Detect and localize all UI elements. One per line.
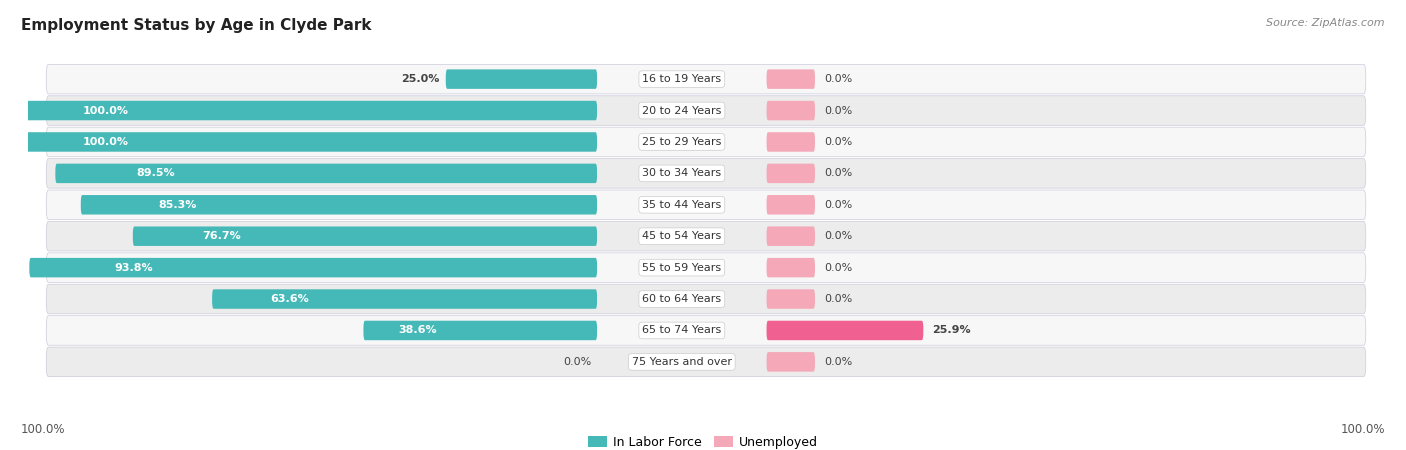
FancyBboxPatch shape — [0, 132, 598, 152]
Text: 65 to 74 Years: 65 to 74 Years — [643, 325, 721, 335]
Text: 16 to 19 Years: 16 to 19 Years — [643, 74, 721, 84]
FancyBboxPatch shape — [132, 226, 598, 246]
Text: 25 to 29 Years: 25 to 29 Years — [643, 137, 721, 147]
Text: 35 to 44 Years: 35 to 44 Years — [643, 200, 721, 210]
FancyBboxPatch shape — [46, 190, 1365, 220]
Text: 0.0%: 0.0% — [824, 357, 852, 367]
Text: 100.0%: 100.0% — [1340, 423, 1385, 436]
Text: 89.5%: 89.5% — [136, 168, 176, 178]
Text: 0.0%: 0.0% — [824, 106, 852, 116]
Text: 0.0%: 0.0% — [824, 168, 852, 178]
Text: 38.6%: 38.6% — [398, 325, 437, 335]
Text: 30 to 34 Years: 30 to 34 Years — [643, 168, 721, 178]
Text: 63.6%: 63.6% — [270, 294, 308, 304]
FancyBboxPatch shape — [46, 253, 1365, 283]
Text: 0.0%: 0.0% — [824, 294, 852, 304]
FancyBboxPatch shape — [446, 69, 598, 89]
Text: 25.0%: 25.0% — [401, 74, 440, 84]
FancyBboxPatch shape — [30, 258, 598, 277]
FancyBboxPatch shape — [766, 164, 815, 183]
FancyBboxPatch shape — [766, 226, 815, 246]
FancyBboxPatch shape — [46, 96, 1365, 125]
Text: 55 to 59 Years: 55 to 59 Years — [643, 263, 721, 273]
FancyBboxPatch shape — [46, 64, 1365, 94]
Text: 0.0%: 0.0% — [824, 231, 852, 241]
Text: 60 to 64 Years: 60 to 64 Years — [643, 294, 721, 304]
FancyBboxPatch shape — [46, 284, 1365, 314]
FancyBboxPatch shape — [0, 101, 598, 120]
Text: Source: ZipAtlas.com: Source: ZipAtlas.com — [1267, 18, 1385, 28]
FancyBboxPatch shape — [766, 132, 815, 152]
FancyBboxPatch shape — [766, 321, 924, 340]
FancyBboxPatch shape — [363, 321, 598, 340]
FancyBboxPatch shape — [766, 101, 815, 120]
FancyBboxPatch shape — [46, 158, 1365, 188]
Text: 0.0%: 0.0% — [824, 74, 852, 84]
FancyBboxPatch shape — [46, 347, 1365, 377]
FancyBboxPatch shape — [766, 352, 815, 372]
Text: 0.0%: 0.0% — [562, 357, 591, 367]
FancyBboxPatch shape — [766, 69, 815, 89]
Text: 85.3%: 85.3% — [159, 200, 197, 210]
FancyBboxPatch shape — [766, 258, 815, 277]
Text: 0.0%: 0.0% — [824, 200, 852, 210]
FancyBboxPatch shape — [46, 127, 1365, 157]
Legend: In Labor Force, Unemployed: In Labor Force, Unemployed — [583, 431, 823, 450]
FancyBboxPatch shape — [80, 195, 598, 215]
Text: 20 to 24 Years: 20 to 24 Years — [643, 106, 721, 116]
FancyBboxPatch shape — [766, 289, 815, 309]
FancyBboxPatch shape — [212, 289, 598, 309]
FancyBboxPatch shape — [766, 195, 815, 215]
Text: 0.0%: 0.0% — [824, 137, 852, 147]
Text: 100.0%: 100.0% — [83, 106, 128, 116]
Text: 75 Years and over: 75 Years and over — [631, 357, 731, 367]
Text: 76.7%: 76.7% — [202, 231, 242, 241]
FancyBboxPatch shape — [55, 164, 598, 183]
Text: 25.9%: 25.9% — [932, 325, 972, 335]
Text: 100.0%: 100.0% — [83, 137, 128, 147]
FancyBboxPatch shape — [46, 316, 1365, 345]
Text: Employment Status by Age in Clyde Park: Employment Status by Age in Clyde Park — [21, 18, 371, 33]
Text: 93.8%: 93.8% — [114, 263, 153, 273]
Text: 0.0%: 0.0% — [824, 263, 852, 273]
Text: 100.0%: 100.0% — [21, 423, 66, 436]
FancyBboxPatch shape — [46, 221, 1365, 251]
Text: 45 to 54 Years: 45 to 54 Years — [643, 231, 721, 241]
